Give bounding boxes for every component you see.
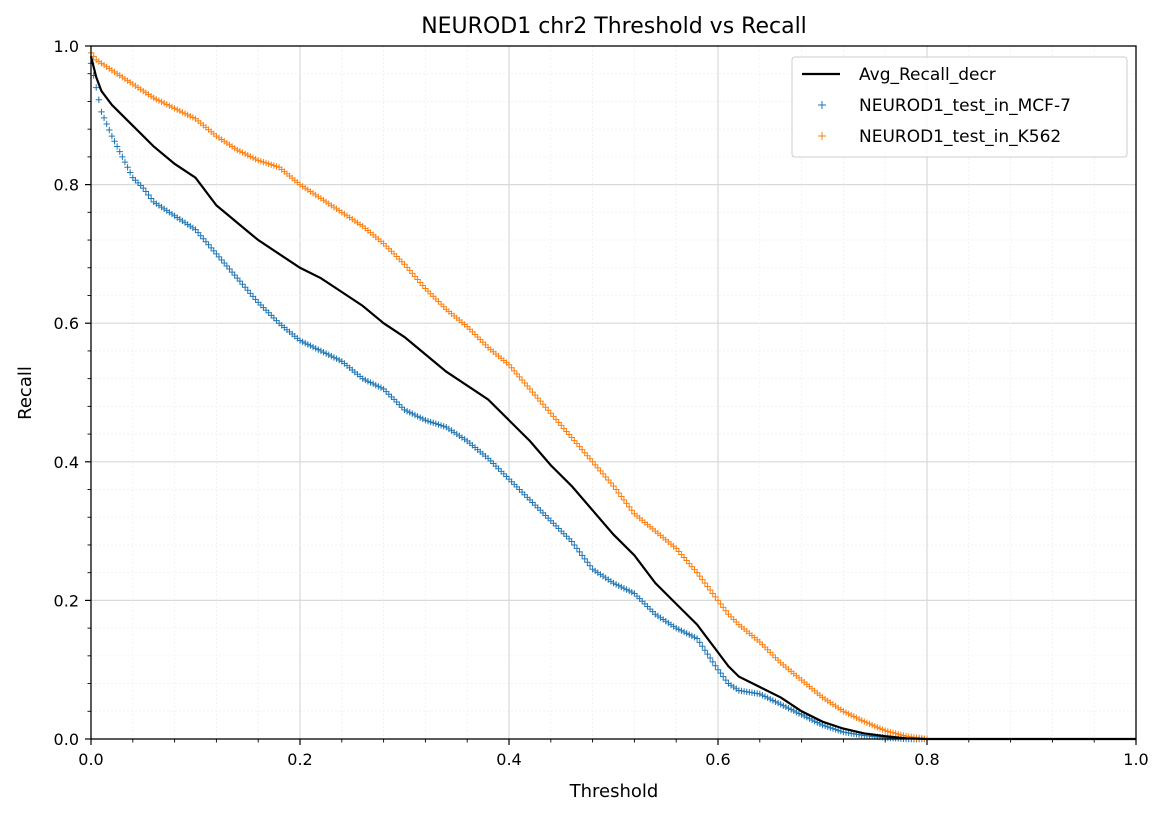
data-point (576, 548, 583, 556)
x-tick-label: 0.2 (287, 750, 312, 769)
y-tick-label: 0.6 (54, 314, 79, 333)
data-point (706, 586, 714, 594)
data-point (704, 583, 711, 590)
data-point (704, 650, 711, 658)
legend-entry-label: NEUROD1_test_in_K562 (859, 127, 1061, 147)
data-point (103, 120, 110, 128)
data-point (693, 569, 701, 576)
axes-frame (90, 45, 1137, 740)
y-tick-label: 0.2 (54, 591, 79, 610)
data-point (573, 545, 581, 552)
y-tick-label: 0.4 (54, 453, 79, 472)
x-axis-label: Threshold (569, 781, 659, 802)
data-point (712, 593, 719, 601)
data-point (615, 489, 622, 497)
data-point (113, 143, 121, 150)
data-point (95, 96, 103, 103)
data-point (722, 607, 730, 614)
data-point (699, 643, 706, 650)
data-point (706, 654, 714, 662)
data-point (98, 108, 105, 116)
data-point (714, 597, 722, 604)
series-line-avg-recall-decr (89, 56, 1136, 741)
y-axis-label: Recall (15, 366, 36, 420)
data-point (568, 538, 575, 545)
data-point (121, 158, 129, 166)
data-point (584, 559, 591, 566)
data-point (586, 562, 594, 569)
data-point (93, 84, 100, 91)
data-point (701, 647, 709, 654)
data-point (571, 541, 578, 549)
data-point (699, 576, 706, 583)
grid (91, 46, 1136, 739)
data-point (111, 138, 118, 145)
data-point (720, 604, 727, 611)
data-point (610, 482, 617, 490)
data-point (701, 579, 709, 587)
data-point (623, 500, 630, 507)
data-point (581, 555, 588, 563)
x-tick-label: 1.0 (1123, 750, 1148, 769)
legend: Avg_Recall_decr NEUROD1_test_in_MCF-7 NEUR… (791, 56, 1128, 158)
data-point (709, 658, 716, 666)
legend-entry-label: NEUROD1_test_in_MCF-7 (859, 96, 1071, 116)
data-point (145, 191, 152, 199)
data-point (717, 669, 724, 677)
data-point (147, 195, 155, 202)
y-tick-label: 1.0 (54, 37, 79, 56)
y-tick-label: 0.8 (54, 176, 79, 195)
data-point (722, 676, 730, 684)
x-tick-label: 0.8 (914, 750, 939, 769)
legend-entry-label: Avg_Recall_decr (859, 65, 996, 85)
data-point (119, 153, 126, 161)
data-point (696, 639, 703, 646)
legend-marker-swatch (818, 132, 826, 140)
x-tick-label: 0.6 (705, 750, 730, 769)
data-point (720, 673, 727, 680)
data-point (712, 662, 719, 670)
data-point (714, 666, 722, 673)
data-point (142, 188, 150, 195)
data-point (100, 114, 108, 122)
data-point (618, 493, 625, 500)
data-point (709, 590, 716, 597)
x-tick-label: 0.4 (496, 750, 521, 769)
data-point (612, 486, 620, 493)
data-point (140, 184, 147, 192)
data-point (620, 496, 628, 504)
data-point (116, 148, 123, 155)
data-point (625, 503, 633, 511)
data-point (693, 635, 701, 642)
data-point (126, 169, 134, 176)
chart-title: NEUROD1 chr2 Threshold vs Recall (421, 14, 807, 39)
data-point (124, 164, 131, 171)
data-point (696, 572, 703, 580)
legend-box (791, 56, 1128, 158)
data-point (628, 507, 635, 514)
legend-marker-swatch (818, 101, 826, 109)
data-point (578, 552, 586, 559)
x-tick-label: 0.0 (78, 750, 103, 769)
axis-ticks: 0.0 0.2 0.4 0.6 0.8 1.0 0.0 0.2 0.4 0.6 0.8 1.0 (54, 37, 1149, 769)
data-point (106, 126, 113, 134)
y-tick-label: 0.0 (54, 730, 79, 749)
data-point (717, 600, 724, 608)
data-point (108, 132, 116, 140)
